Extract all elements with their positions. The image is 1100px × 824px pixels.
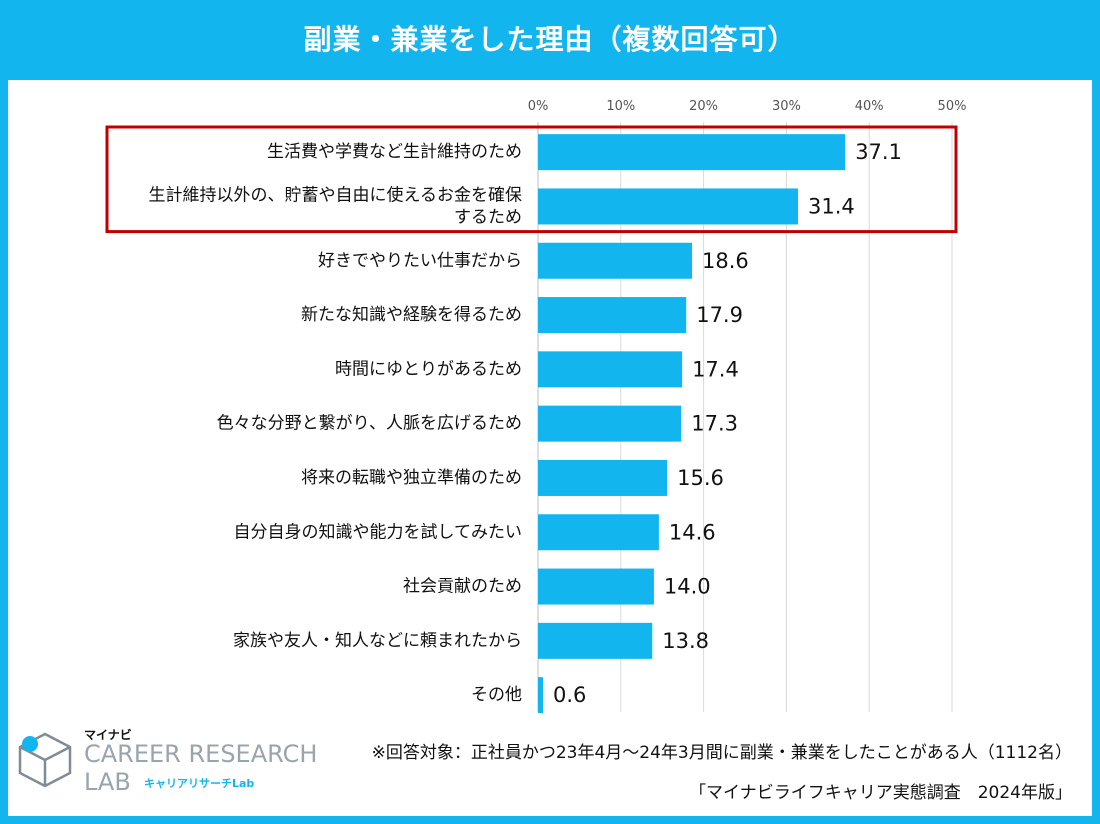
value-label-10: 0.6 bbox=[553, 683, 586, 707]
bar-2 bbox=[538, 242, 693, 279]
category-label-6: 将来の転職や独立準備のため bbox=[301, 468, 522, 488]
bar-3 bbox=[538, 297, 687, 334]
value-label-4: 17.4 bbox=[692, 357, 739, 381]
value-label-5: 17.3 bbox=[691, 412, 738, 436]
bar-6 bbox=[538, 459, 668, 496]
value-label-1: 31.4 bbox=[808, 194, 855, 218]
highlight-box bbox=[105, 125, 958, 234]
category-label-4: 時間にゆとりがあるため bbox=[335, 359, 522, 379]
category-label-8: 社会貢献のため bbox=[403, 577, 522, 597]
category-label-1-line-0: 生計維持以外の、貯蓄や自由に使えるお金を確保 bbox=[149, 184, 523, 205]
category-label-10: その他 bbox=[471, 685, 522, 705]
logo-mynavi-text: マイナビ bbox=[84, 728, 132, 742]
category-label-1-line-1: するため bbox=[454, 207, 522, 227]
x-tick-label-0: 0% bbox=[528, 99, 549, 114]
value-label-3: 17.9 bbox=[696, 303, 743, 327]
x-tick-label-4: 40% bbox=[855, 99, 884, 114]
category-label-7: 自分自身の知識や能力を試してみたい bbox=[234, 522, 523, 542]
logo-line2: LAB bbox=[84, 768, 131, 796]
bar-5 bbox=[538, 405, 682, 442]
value-label-0: 37.1 bbox=[855, 140, 902, 164]
category-label-5: 色々な分野と繋がり、人脈を広げるため bbox=[217, 414, 522, 434]
value-label-8: 14.0 bbox=[664, 575, 711, 599]
bar-4 bbox=[538, 351, 683, 388]
logo-subtitle: キャリアリサーチLab bbox=[144, 777, 255, 790]
value-label-2: 18.6 bbox=[702, 249, 749, 273]
category-label-2: 好きでやりたい仕事だから bbox=[318, 251, 522, 271]
x-tick-label-2: 20% bbox=[689, 99, 718, 114]
category-label-9: 家族や友人・知人などに頼まれたから bbox=[233, 631, 522, 651]
bar-layer bbox=[538, 134, 846, 714]
chart-title: 副業・兼業をした理由（複数回答可） bbox=[303, 23, 797, 56]
value-label-7: 14.6 bbox=[669, 520, 716, 544]
x-tick-label-1: 10% bbox=[606, 99, 635, 114]
career-research-lab-logo: マイナビ CAREER RESEARCH LAB キャリアリサーチLab bbox=[14, 726, 317, 796]
bar-8 bbox=[538, 568, 654, 605]
value-label-6: 15.6 bbox=[677, 466, 724, 490]
category-label-3: 新たな知識や経験を得るため bbox=[301, 305, 522, 325]
cube-logo-icon bbox=[18, 732, 72, 788]
logo-line1: CAREER RESEARCH bbox=[84, 740, 318, 768]
bar-7 bbox=[538, 514, 659, 551]
footnote: ※回答対象：正社員かつ23年4月～24年3月間に副業・兼業をしたことがある人（1… bbox=[371, 743, 1072, 763]
bar-10 bbox=[538, 677, 543, 714]
value-label-9: 13.8 bbox=[662, 629, 709, 653]
bar-0 bbox=[538, 134, 846, 171]
x-tick-label-5: 50% bbox=[938, 99, 967, 114]
label-layer: 生活費や学費など生計維持のため 37.1 生計維持以外の、貯蓄や自由に使えるお金を確… bbox=[105, 125, 958, 707]
source-note: 「マイナビライフキャリア実態調査 2024年版」 bbox=[689, 783, 1072, 803]
x-tick-label-3: 30% bbox=[772, 99, 801, 114]
bar-1 bbox=[538, 188, 798, 225]
title-bar: 副業・兼業をした理由（複数回答可） bbox=[0, 0, 1100, 80]
bar-9 bbox=[538, 622, 653, 659]
category-label-0: 生活費や学費など生計維持のため bbox=[267, 142, 522, 162]
